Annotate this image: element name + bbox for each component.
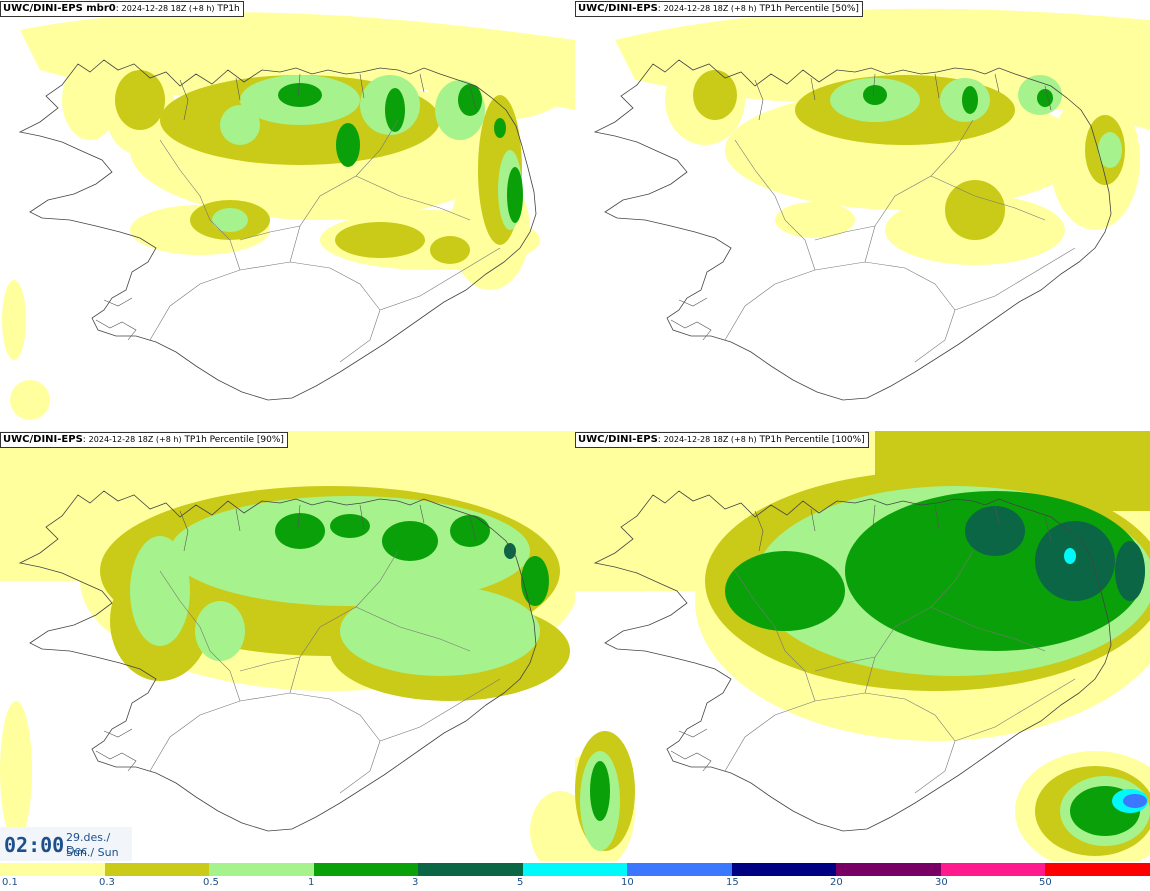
legend-swatch <box>313 863 419 876</box>
valid-time-day: Sun./ Sun <box>66 846 119 859</box>
precip-field-p90 <box>0 431 575 861</box>
precip-map-mbr0 <box>2 12 575 420</box>
color-legend-labels: 0.1 0.3 0.5 1 3 5 10 15 20 30 50 <box>0 876 1150 891</box>
precip-field-mbr0 <box>2 12 575 420</box>
panel-mbr0: UWC/DINI-EPS mbr0: 2024-12-28 18Z (+8 h)… <box>0 0 575 430</box>
legend-swatch <box>522 863 628 876</box>
legend-swatch <box>836 863 941 876</box>
precip-map-p100 <box>575 431 1150 861</box>
panel-title-p100: UWC/DINI-EPS: 2024-12-28 18Z (+8 h) TP1h… <box>575 432 869 448</box>
legend-label: 20 <box>830 877 843 888</box>
panel-p90: UWC/DINI-EPS: 2024-12-28 18Z (+8 h) TP1h… <box>0 431 575 861</box>
legend-swatch <box>940 863 1046 876</box>
legend-label: 50 <box>1039 877 1052 888</box>
panel-title-p50: UWC/DINI-EPS: 2024-12-28 18Z (+8 h) TP1h… <box>575 1 863 17</box>
legend-swatch <box>627 863 732 876</box>
legend-swatch <box>418 863 523 876</box>
panel-title-p90: UWC/DINI-EPS: 2024-12-28 18Z (+8 h) TP1h… <box>0 432 288 448</box>
legend-swatch <box>104 863 210 876</box>
valid-time-clock: 02:00 <box>4 833 65 857</box>
legend-label: 0.5 <box>203 877 219 888</box>
legend-swatch <box>1045 863 1150 876</box>
valid-time-box: 02:00 29.des./ Dec Sun./ Sun <box>0 827 132 861</box>
panel-p50: UWC/DINI-EPS: 2024-12-28 18Z (+8 h) TP1h… <box>575 0 1150 430</box>
legend-label: 5 <box>517 877 524 888</box>
precip-field-p50 <box>615 8 1150 265</box>
precip-field-p100 <box>575 431 1150 861</box>
panel-title-mbr0: UWC/DINI-EPS mbr0: 2024-12-28 18Z (+8 h)… <box>0 1 244 17</box>
legend-label: 15 <box>726 877 739 888</box>
legend-label: 30 <box>935 877 948 888</box>
legend-swatch <box>731 863 837 876</box>
precip-map-p90 <box>0 431 575 861</box>
legend-label: 10 <box>621 877 634 888</box>
legend-label: 0.3 <box>99 877 115 888</box>
legend-label: 3 <box>412 877 419 888</box>
legend-swatch <box>209 863 314 876</box>
valid-time-date: 29.des./ Dec <box>66 831 111 857</box>
color-legend-bar <box>0 863 1150 876</box>
legend-label: 0.1 <box>2 877 18 888</box>
precip-map-p50 <box>594 8 1150 401</box>
legend-label: 1 <box>308 877 315 888</box>
panel-p100: UWC/DINI-EPS: 2024-12-28 18Z (+8 h) TP1h… <box>575 431 1150 861</box>
legend-swatch <box>0 863 105 876</box>
